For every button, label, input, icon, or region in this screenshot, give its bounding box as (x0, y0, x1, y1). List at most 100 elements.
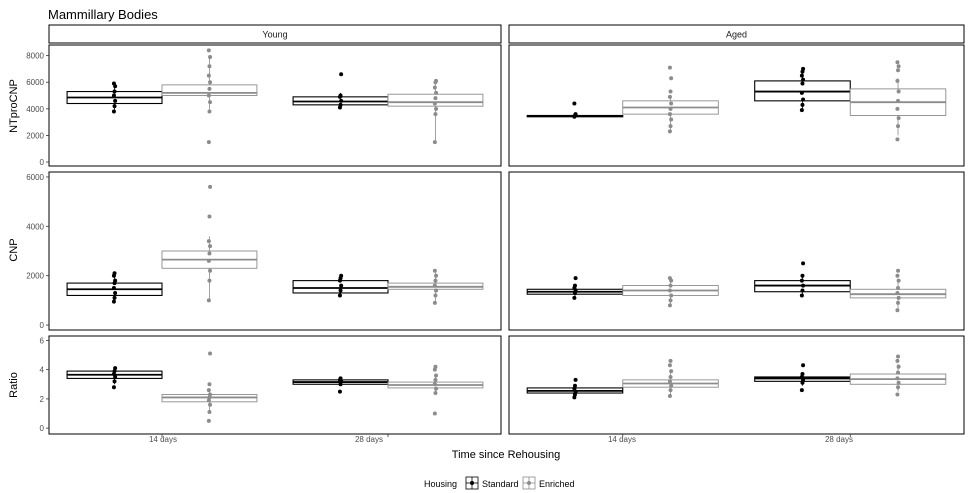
point-ntprocnp-young-14-days-enriched-8 (208, 54, 213, 59)
point-cnp-aged-14-days-standard-0 (572, 295, 577, 300)
point-cnp-young-14-days-standard-7 (112, 271, 117, 276)
point-ntprocnp-young-28-days-standard-1 (338, 102, 343, 107)
point-cnp-young-14-days-standard-3 (111, 286, 116, 291)
panel-frame-cnp-aged (508, 171, 965, 331)
point-ratio-aged-14-days-enriched-4 (668, 374, 673, 379)
point-ratio-aged-28-days-standard-4 (800, 372, 805, 377)
point-ntprocnp-aged-14-days-enriched-1 (668, 124, 673, 129)
point-ratio-aged-14-days-enriched-0 (667, 393, 672, 398)
point-cnp-aged-14-days-enriched-4 (668, 283, 673, 288)
point-ntprocnp-aged-28-days-enriched-1 (896, 124, 901, 129)
box-group-ntprocnp-aged-28-days-standard (754, 66, 851, 113)
point-ratio-young-28-days-enriched-2 (434, 386, 439, 391)
legend-key-standard (465, 476, 479, 490)
point-ntprocnp-aged-28-days-standard-8 (801, 66, 806, 71)
legend-title: Housing (424, 479, 457, 489)
point-cnp-young-14-days-enriched-3 (206, 258, 211, 263)
point-ntprocnp-young-14-days-standard-1 (112, 104, 117, 109)
point-ntprocnp-aged-14-days-enriched-4 (668, 106, 673, 111)
point-ntprocnp-aged-14-days-enriched-7 (668, 89, 673, 94)
y-tick-label-ntprocnp-2000: 2000 (26, 131, 44, 140)
point-ntprocnp-aged-28-days-enriched-2 (896, 116, 901, 121)
point-ntprocnp-young-28-days-enriched-4 (433, 96, 438, 101)
point-ratio-young-28-days-enriched-4 (433, 377, 438, 382)
point-cnp-young-14-days-enriched-8 (208, 184, 213, 189)
point-ntprocnp-young-14-days-enriched-2 (208, 100, 213, 105)
point-cnp-young-28-days-standard-5 (339, 273, 344, 278)
point-ntprocnp-aged-28-days-enriched-4 (896, 98, 901, 103)
box-group-ratio-aged-28-days-enriched (849, 354, 947, 397)
point-ntprocnp-young-28-days-enriched-8 (434, 78, 439, 83)
point-ntprocnp-young-14-days-enriched-9 (206, 48, 211, 53)
box-group-cnp-young-14-days-standard (66, 271, 163, 304)
point-ntprocnp-aged-28-days-enriched-3 (895, 106, 900, 111)
point-cnp-aged-28-days-enriched-2 (896, 295, 901, 300)
box-group-cnp-young-14-days-enriched (161, 184, 258, 303)
point-ratio-aged-14-days-enriched-6 (667, 363, 672, 368)
point-ntprocnp-young-28-days-standard-5 (339, 72, 344, 77)
box-group-cnp-aged-28-days-enriched (849, 268, 947, 313)
point-ratio-aged-28-days-enriched-7 (896, 354, 901, 359)
point-ratio-young-14-days-enriched-5 (208, 392, 213, 397)
point-ratio-young-14-days-enriched-0 (206, 418, 211, 423)
legend: Housing Standard Enriched (424, 476, 575, 490)
point-cnp-young-14-days-enriched-7 (207, 214, 212, 219)
point-ratio-young-14-days-standard-5 (113, 366, 118, 371)
point-cnp-young-28-days-enriched-3 (432, 283, 437, 288)
panel-frame-ratio-aged (508, 335, 965, 435)
box-group-ntprocnp-young-14-days-standard (66, 81, 163, 114)
point-ratio-aged-28-days-enriched-5 (896, 364, 901, 369)
box-group-cnp-young-28-days-standard (292, 273, 389, 298)
point-ntprocnp-young-14-days-enriched-7 (207, 64, 212, 69)
x-tick-label-young-28-days: 28 days (355, 435, 383, 444)
point-ntprocnp-young-28-days-enriched-5 (434, 90, 439, 95)
x-tick-label-young-14-days: 14 days (149, 435, 177, 444)
point-ntprocnp-aged-28-days-enriched-9 (895, 60, 900, 65)
point-ratio-aged-28-days-enriched-2 (896, 380, 901, 385)
legend-label-enriched: Enriched (539, 479, 575, 489)
point-ntprocnp-aged-28-days-enriched-6 (895, 78, 900, 83)
point-ratio-young-14-days-enriched-6 (206, 388, 211, 393)
point-ntprocnp-aged-28-days-enriched-7 (896, 68, 901, 73)
point-ntprocnp-young-14-days-enriched-4 (207, 86, 212, 91)
box-group-cnp-aged-14-days-standard (526, 276, 624, 300)
point-cnp-aged-28-days-standard-0 (799, 293, 804, 298)
point-cnp-young-14-days-enriched-6 (206, 239, 211, 244)
box-group-ratio-young-14-days-enriched (161, 351, 258, 423)
box-group-cnp-aged-14-days-enriched (622, 276, 719, 308)
box-group-ntprocnp-aged-14-days-enriched (622, 65, 719, 134)
facet-strip-aged (508, 24, 965, 44)
box-group-ntprocnp-young-14-days-enriched (161, 48, 258, 145)
point-ntprocnp-young-14-days-enriched-5 (208, 80, 213, 85)
point-cnp-young-28-days-enriched-0 (432, 300, 437, 305)
point-ntprocnp-aged-28-days-standard-6 (799, 73, 804, 78)
plot-layer: 0 2000 4000 6000 8000 0 2000 4000 6000 0 2 4 6 (26, 44, 965, 437)
point-cnp-aged-14-days-standard-5 (573, 276, 578, 281)
point-ratio-young-28-days-enriched-1 (433, 391, 438, 396)
x-tick-label-aged-14-days: 14 days (608, 435, 636, 444)
point-ratio-young-28-days-enriched-0 (432, 411, 437, 416)
point-ntprocnp-young-14-days-enriched-3 (206, 93, 211, 98)
point-ratio-young-14-days-standard-0 (111, 385, 116, 390)
point-ntprocnp-young-14-days-enriched-6 (206, 73, 211, 78)
point-ntprocnp-aged-28-days-enriched-8 (896, 64, 901, 69)
point-ratio-young-28-days-standard-4 (338, 376, 343, 381)
y-tick-label-cnp-6000: 6000 (26, 173, 44, 182)
point-ntprocnp-young-14-days-standard-3 (111, 93, 116, 98)
point-cnp-aged-28-days-enriched-0 (895, 308, 900, 313)
point-ratio-aged-28-days-enriched-0 (895, 392, 900, 397)
point-ratio-young-14-days-enriched-7 (207, 382, 212, 387)
point-ntprocnp-aged-28-days-standard-3 (799, 90, 804, 95)
point-ratio-aged-28-days-enriched-4 (896, 370, 901, 375)
point-cnp-young-14-days-standard-1 (112, 295, 117, 300)
point-ratio-young-14-days-standard-1 (112, 379, 117, 384)
panel-frame-cnp-young (48, 171, 502, 331)
point-cnp-young-28-days-enriched-2 (434, 288, 439, 293)
point-ntprocnp-aged-14-days-enriched-8 (669, 76, 674, 81)
point-ntprocnp-aged-14-days-enriched-3 (667, 112, 672, 117)
y-tick-label-ntprocnp-0: 0 (40, 158, 45, 167)
point-ntprocnp-aged-14-days-enriched-9 (667, 65, 672, 70)
point-ntprocnp-young-28-days-enriched-2 (434, 106, 439, 111)
point-ratio-aged-14-days-enriched-2 (669, 383, 674, 388)
point-ntprocnp-young-28-days-enriched-0 (432, 140, 437, 145)
